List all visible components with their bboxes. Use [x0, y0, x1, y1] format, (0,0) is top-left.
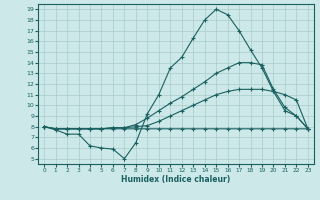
- X-axis label: Humidex (Indice chaleur): Humidex (Indice chaleur): [121, 175, 231, 184]
